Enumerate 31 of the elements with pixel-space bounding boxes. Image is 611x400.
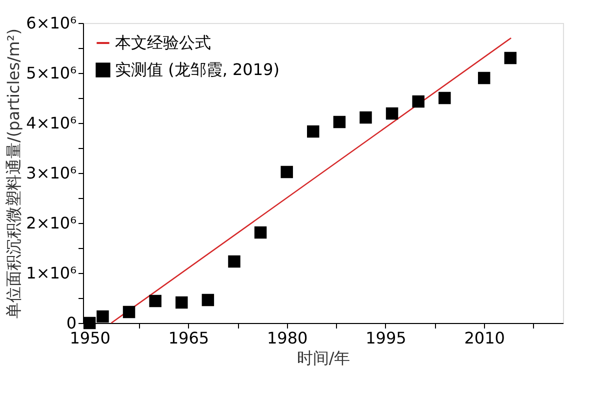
legend-label: 本文经验公式 bbox=[115, 33, 211, 52]
x-axis-title: 时间/年 bbox=[296, 348, 350, 368]
point bbox=[83, 316, 96, 330]
point bbox=[149, 294, 162, 308]
point bbox=[360, 111, 372, 124]
y-tick-label: 2×10⁶ bbox=[26, 214, 76, 232]
point bbox=[202, 294, 214, 306]
point bbox=[412, 95, 424, 108]
point bbox=[333, 116, 346, 128]
y-axis-title: 单位面积沉积微塑料通量/(particles/m²) bbox=[4, 28, 24, 318]
point bbox=[228, 255, 240, 268]
point bbox=[478, 72, 490, 84]
point bbox=[438, 92, 451, 104]
x-tick-label: 1980 bbox=[266, 328, 308, 348]
point bbox=[280, 166, 293, 178]
point bbox=[307, 125, 320, 138]
y-tick-label: 5×10⁶ bbox=[26, 64, 76, 82]
x-tick-label: 1965 bbox=[168, 328, 210, 348]
point bbox=[176, 296, 188, 309]
x-tick-label: 2010 bbox=[464, 328, 505, 348]
y-tick-label: 1×10⁶ bbox=[26, 264, 76, 282]
y-tick-label: 6×10⁶ bbox=[26, 14, 76, 32]
point bbox=[254, 226, 267, 239]
point bbox=[386, 107, 398, 120]
legend-label: 实测值 (龙邹霞, 2019) bbox=[115, 60, 280, 79]
y-tick-label: 4×10⁶ bbox=[26, 114, 76, 132]
point bbox=[122, 306, 136, 318]
y-tick-label: 3×10⁶ bbox=[26, 164, 76, 182]
x-tick-label: 1995 bbox=[366, 328, 406, 348]
point bbox=[504, 52, 517, 64]
point bbox=[96, 310, 109, 323]
